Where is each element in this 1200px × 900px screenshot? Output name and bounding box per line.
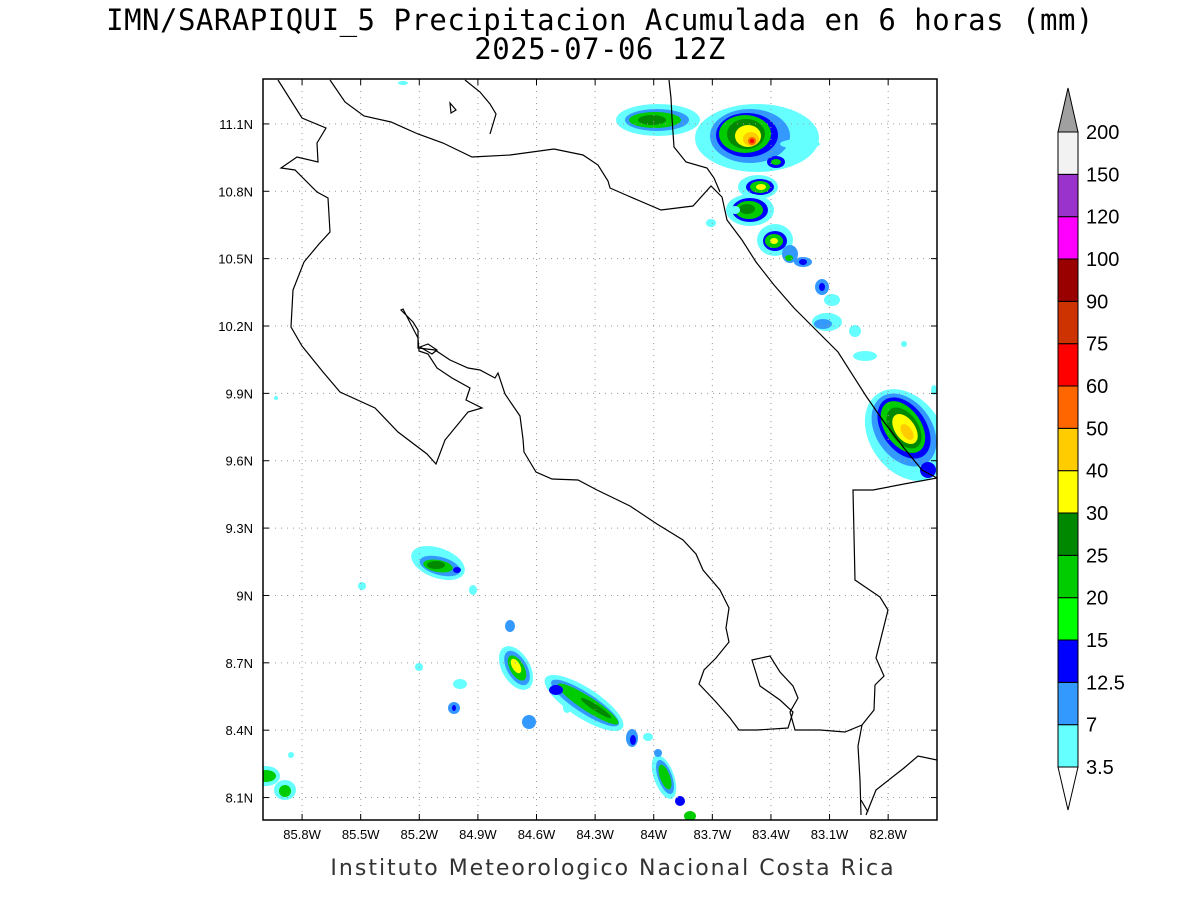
colorbar-segment: [1057, 216, 1079, 260]
map-grid: [263, 79, 937, 820]
y-tick-label: 10.2N: [218, 319, 253, 334]
x-tick-label: 85.5W: [342, 827, 380, 842]
colorbar-segment: [1057, 512, 1079, 556]
colorbar-segment: [1057, 639, 1079, 683]
map-title: IMN/SARAPIQUI_5 Precipitacion Acumulada …: [106, 3, 1094, 37]
colorbar-segment: [1057, 300, 1079, 345]
colorbar-label: 150: [1086, 164, 1119, 186]
colorbar-segment: [1057, 131, 1079, 175]
colorbar-label: 20: [1086, 588, 1108, 610]
colorbar-label: 120: [1086, 207, 1119, 229]
colorbar-segment: [1057, 173, 1079, 218]
coastline: [277, 79, 937, 816]
colorbar-segment: [1057, 427, 1079, 472]
colorbar-segment: [1057, 258, 1079, 302]
colorbar-label: 15: [1086, 630, 1108, 652]
colorbar-label: 3.5: [1086, 757, 1114, 779]
x-tick-label: 83.7W: [694, 827, 732, 842]
colorbar-label: 25: [1086, 545, 1108, 567]
colorbar-min-arrow: [1057, 766, 1079, 811]
y-tick-label: 10.5N: [218, 252, 253, 267]
map-subtitle: 2025-07-06 12Z: [474, 32, 726, 66]
colorbar-label: 100: [1086, 249, 1119, 271]
colorbar-segment: [1057, 470, 1079, 514]
x-tick-label: 85.2W: [401, 827, 439, 842]
y-tick-label: 9.3N: [226, 521, 253, 536]
credit-text: Instituto Meteorologico Nacional Costa R…: [330, 856, 896, 881]
colorbar-segment: [1057, 385, 1079, 429]
y-tick-label: 11.1N: [219, 117, 253, 132]
y-tick-label: 9.9N: [226, 386, 253, 401]
x-tick-label: 84.3W: [576, 827, 614, 842]
colorbar-label: 40: [1086, 461, 1108, 483]
colorbar-label: 90: [1086, 291, 1108, 313]
colorbar-label: 7: [1086, 715, 1097, 737]
longitude-axis: 85.8W 85.5W 85.2W 84.9W 84.6W 84.3W 84W 83.7W 83…: [283, 79, 908, 842]
y-tick-label: 8.4N: [226, 723, 253, 738]
colorbar-segment: [1057, 554, 1079, 599]
colorbar: 3.5 7 12.5 15 20 25 30 40 50 60 75 90 100 120 150 200: [1057, 87, 1125, 811]
x-tick-label: 84W: [640, 827, 667, 842]
x-tick-label: 85.8W: [283, 827, 321, 842]
x-tick-label: 82.8W: [869, 827, 907, 842]
x-tick-label: 83.1W: [811, 827, 849, 842]
colorbar-label: 50: [1086, 418, 1108, 440]
colorbar-max-arrow: [1057, 87, 1079, 133]
colorbar-label: 200: [1086, 122, 1119, 144]
map-frame: [262, 78, 938, 821]
y-tick-label: 8.7N: [226, 656, 253, 671]
colorbar-segment: [1057, 724, 1079, 768]
colorbar-label: 75: [1086, 334, 1108, 356]
y-tick-label: 9N: [236, 588, 253, 603]
precipitation-field: [263, 81, 937, 820]
latitude-axis: 11.1N 10.8N 10.5N 10.2N 9.9N 9.6N 9.3N 9N 8.7N 8.…: [218, 117, 937, 806]
colorbar-label: 30: [1086, 503, 1108, 525]
y-tick-label: 10.8N: [218, 184, 253, 199]
y-tick-label: 8.1N: [226, 791, 253, 806]
colorbar-label: 12.5: [1086, 672, 1125, 694]
y-tick-label: 9.6N: [226, 454, 253, 469]
x-tick-label: 84.6W: [518, 827, 556, 842]
colorbar-segment: [1057, 681, 1079, 726]
colorbar-label: 60: [1086, 376, 1108, 398]
colorbar-segment: [1057, 597, 1079, 641]
colorbar-segment: [1057, 343, 1079, 387]
x-tick-label: 83.4W: [752, 827, 790, 842]
x-tick-label: 84.9W: [459, 827, 497, 842]
